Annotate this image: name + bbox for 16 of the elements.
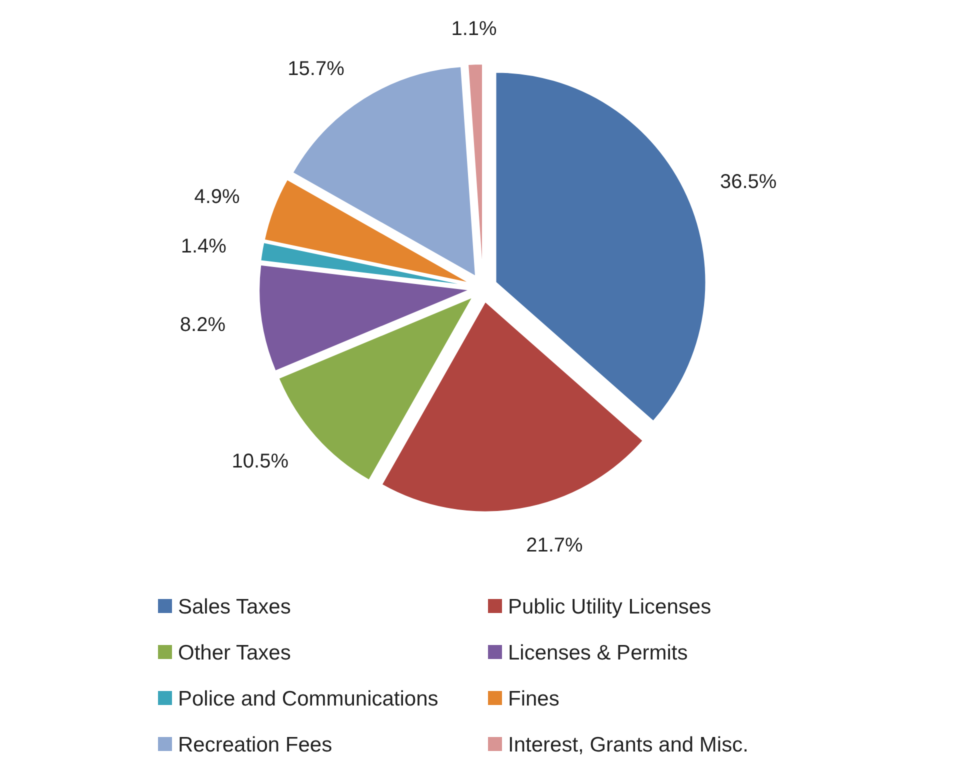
- data-label: 4.9%: [194, 186, 240, 208]
- data-label: 1.4%: [180, 236, 227, 258]
- legend-label: Recreation Fees: [178, 733, 332, 756]
- legend-label: Police and Communications: [178, 687, 438, 710]
- legend-label: Other Taxes: [178, 641, 291, 664]
- legend-label: Licenses & Permits: [508, 641, 688, 664]
- data-label: 21.7%: [526, 534, 584, 556]
- data-label: 10.5%: [232, 450, 289, 473]
- data-label: 8.2%: [180, 314, 226, 336]
- data-label: 1.1%: [451, 18, 498, 40]
- legend-label: Sales Taxes: [178, 595, 291, 618]
- legend-label: Fines: [508, 687, 560, 710]
- data-label: 15.7%: [288, 58, 345, 80]
- legend-label: Public Utility Licenses: [508, 595, 712, 618]
- legend-label: Interest, Grants and Misc.: [508, 733, 748, 756]
- data-label: 36.5%: [720, 171, 777, 194]
